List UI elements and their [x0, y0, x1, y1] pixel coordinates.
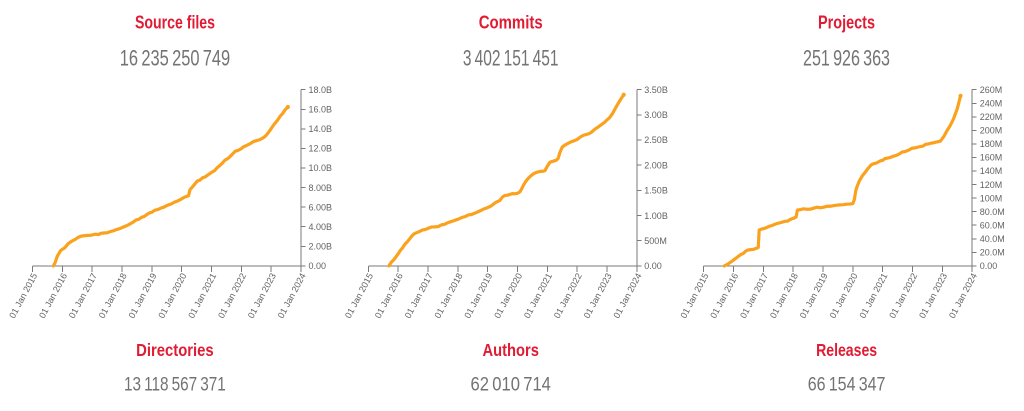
svg-text:01 Jan 2015: 01 Jan 2015 — [7, 271, 39, 319]
svg-text:3.50B: 3.50B — [644, 85, 668, 95]
svg-text:01 Jan 2019: 01 Jan 2019 — [127, 271, 159, 319]
svg-text:500M: 500M — [644, 236, 667, 246]
svg-text:60.0M: 60.0M — [980, 220, 1005, 230]
svg-text:251 926 363: 251 926 363 — [803, 46, 890, 71]
svg-text:01 Jan 2017: 01 Jan 2017 — [67, 271, 99, 319]
svg-text:01 Jan 2022: 01 Jan 2022 — [552, 271, 584, 319]
svg-text:1.50B: 1.50B — [644, 186, 668, 196]
svg-text:01 Jan 2015: 01 Jan 2015 — [343, 271, 375, 319]
svg-text:01 Jan 2017: 01 Jan 2017 — [403, 271, 435, 319]
svg-text:01 Jan 2021: 01 Jan 2021 — [857, 271, 889, 319]
svg-text:2.00B: 2.00B — [644, 160, 668, 170]
svg-text:01 Jan 2016: 01 Jan 2016 — [708, 271, 740, 319]
svg-text:01 Jan 2024: 01 Jan 2024 — [611, 271, 643, 319]
svg-text:16.0B: 16.0B — [309, 104, 333, 114]
svg-text:2.50B: 2.50B — [644, 135, 668, 145]
svg-text:Authors: Authors — [483, 340, 540, 360]
svg-text:120M: 120M — [980, 180, 1003, 190]
svg-text:6.00B: 6.00B — [309, 202, 333, 212]
svg-text:01 Jan 2018: 01 Jan 2018 — [97, 271, 129, 319]
svg-text:200M: 200M — [980, 126, 1003, 136]
svg-text:160M: 160M — [980, 153, 1003, 163]
svg-text:13 118 567 371: 13 118 567 371 — [124, 373, 226, 395]
svg-text:260M: 260M — [980, 85, 1003, 95]
svg-text:01 Jan 2020: 01 Jan 2020 — [156, 271, 188, 319]
svg-text:220M: 220M — [980, 112, 1003, 122]
svg-text:62 010 714: 62 010 714 — [471, 373, 552, 395]
svg-text:01 Jan 2023: 01 Jan 2023 — [917, 271, 949, 319]
svg-text:01 Jan 2016: 01 Jan 2016 — [373, 271, 405, 319]
svg-text:240M: 240M — [980, 98, 1003, 108]
svg-text:3 402 151 451: 3 402 151 451 — [463, 46, 559, 71]
svg-text:Directories: Directories — [136, 340, 214, 360]
svg-text:Projects: Projects — [818, 13, 875, 33]
svg-text:180M: 180M — [980, 139, 1003, 149]
svg-text:01 Jan 2019: 01 Jan 2019 — [798, 271, 830, 319]
svg-text:01 Jan 2016: 01 Jan 2016 — [37, 271, 69, 319]
svg-text:80.0M: 80.0M — [980, 207, 1005, 217]
svg-text:01 Jan 2019: 01 Jan 2019 — [462, 271, 494, 319]
svg-text:Releases: Releases — [816, 340, 877, 360]
svg-text:01 Jan 2020: 01 Jan 2020 — [828, 271, 860, 319]
svg-text:0.00: 0.00 — [644, 261, 662, 271]
svg-text:16 235 250 749: 16 235 250 749 — [120, 46, 230, 71]
svg-text:66 154 347: 66 154 347 — [808, 373, 886, 395]
svg-text:01 Jan 2022: 01 Jan 2022 — [887, 271, 919, 319]
svg-text:20.0M: 20.0M — [980, 248, 1005, 258]
svg-text:4.00B: 4.00B — [309, 222, 333, 232]
svg-text:0.00: 0.00 — [980, 261, 998, 271]
svg-text:01 Jan 2015: 01 Jan 2015 — [678, 271, 710, 319]
svg-text:01 Jan 2023: 01 Jan 2023 — [582, 271, 614, 319]
svg-text:01 Jan 2023: 01 Jan 2023 — [246, 271, 278, 319]
svg-text:14.0B: 14.0B — [309, 124, 333, 134]
svg-text:01 Jan 2022: 01 Jan 2022 — [216, 271, 248, 319]
svg-text:100M: 100M — [980, 193, 1003, 203]
svg-text:10.0B: 10.0B — [309, 163, 333, 173]
svg-text:Source files: Source files — [135, 13, 215, 33]
svg-text:1.00B: 1.00B — [644, 211, 668, 221]
svg-text:40.0M: 40.0M — [980, 234, 1005, 244]
svg-text:01 Jan 2018: 01 Jan 2018 — [768, 271, 800, 319]
svg-text:01 Jan 2020: 01 Jan 2020 — [492, 271, 524, 319]
svg-text:140M: 140M — [980, 166, 1003, 176]
svg-text:01 Jan 2021: 01 Jan 2021 — [186, 271, 218, 319]
svg-text:2.00B: 2.00B — [309, 242, 333, 252]
svg-text:8.00B: 8.00B — [309, 183, 333, 193]
svg-text:12.0B: 12.0B — [309, 144, 333, 154]
svg-text:0.00: 0.00 — [309, 261, 327, 271]
svg-text:01 Jan 2017: 01 Jan 2017 — [738, 271, 770, 319]
svg-text:01 Jan 2021: 01 Jan 2021 — [522, 271, 554, 319]
svg-text:01 Jan 2018: 01 Jan 2018 — [432, 271, 464, 319]
svg-text:Commits: Commits — [479, 13, 543, 33]
svg-text:18.0B: 18.0B — [309, 85, 333, 95]
svg-text:3.00B: 3.00B — [644, 110, 668, 120]
svg-text:01 Jan 2024: 01 Jan 2024 — [276, 271, 308, 319]
svg-text:01 Jan 2024: 01 Jan 2024 — [947, 271, 979, 319]
